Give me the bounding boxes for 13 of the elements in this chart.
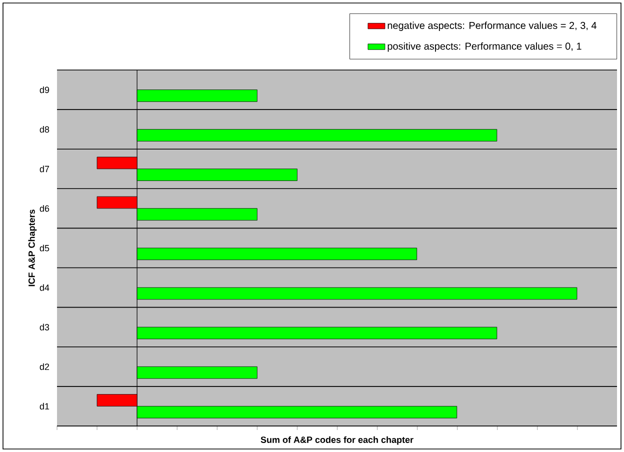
y-tick-label: d5 — [40, 244, 50, 252]
y-tick-label: d3 — [40, 324, 50, 330]
y-tick-label: d4 — [40, 284, 50, 291]
y-tick-label: d9 — [40, 86, 50, 94]
legend-label: negative aspects: Performance values = 2, 3, 4 — [388, 22, 596, 31]
x-axis-title: Sum of A&P codes for each chapter — [260, 436, 414, 445]
y-tick-label: d6 — [40, 205, 50, 212]
legend-label: positive aspects: Performance values = 0, 1 — [388, 42, 582, 52]
y-tick-label: d1 — [40, 402, 50, 410]
y-tick-label: d2 — [40, 363, 50, 370]
y-tick-label: d8 — [40, 126, 50, 133]
y-tick-label: d7 — [40, 166, 50, 172]
y-axis-title: ICF A&P Chapters — [28, 210, 37, 286]
